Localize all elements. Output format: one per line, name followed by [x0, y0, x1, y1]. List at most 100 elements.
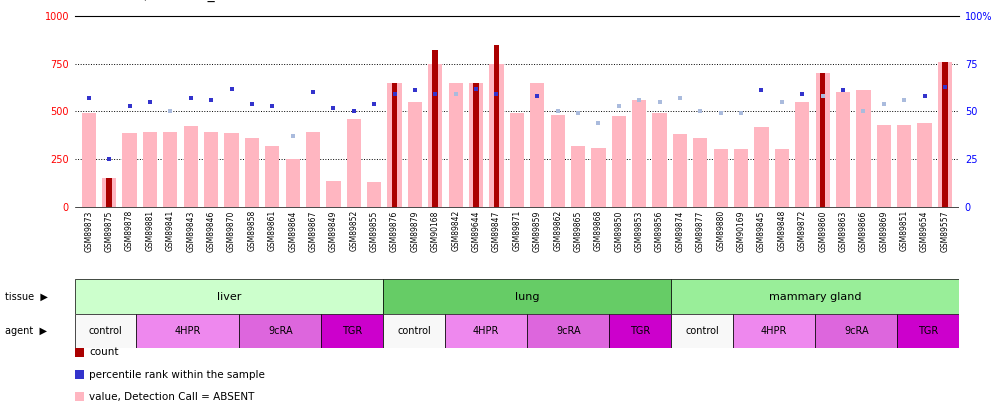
- Text: GSM89868: GSM89868: [594, 210, 603, 252]
- Bar: [102, 178, 116, 207]
- Text: control: control: [685, 326, 719, 336]
- Text: GSM89881: GSM89881: [145, 210, 154, 252]
- Text: GSM89852: GSM89852: [349, 210, 358, 252]
- Bar: [306, 132, 320, 207]
- Text: GSM89877: GSM89877: [696, 210, 705, 252]
- Bar: [527, 314, 609, 348]
- Text: GSM89860: GSM89860: [818, 210, 827, 252]
- Text: GSM89841: GSM89841: [166, 210, 175, 252]
- Bar: [733, 314, 815, 348]
- Bar: [856, 90, 871, 207]
- Text: control: control: [398, 326, 430, 336]
- Bar: [82, 113, 96, 207]
- Text: GSM89859: GSM89859: [533, 210, 542, 252]
- Bar: [245, 138, 259, 207]
- Text: liver: liver: [217, 292, 241, 302]
- Text: GSM89861: GSM89861: [267, 210, 276, 252]
- Text: 9cRA: 9cRA: [844, 326, 869, 336]
- Text: GSM89871: GSM89871: [512, 210, 522, 252]
- Bar: [265, 146, 279, 207]
- Text: GSM89880: GSM89880: [717, 210, 726, 252]
- Text: agent  ▶: agent ▶: [5, 326, 47, 336]
- Bar: [652, 113, 667, 207]
- Bar: [122, 133, 137, 207]
- Text: GSM89851: GSM89851: [900, 210, 909, 252]
- Bar: [611, 116, 626, 207]
- Bar: [75, 314, 136, 348]
- Text: GSM89843: GSM89843: [186, 210, 195, 252]
- Text: GSM89874: GSM89874: [676, 210, 685, 252]
- Bar: [347, 119, 361, 207]
- Bar: [392, 83, 398, 207]
- Text: TGR: TGR: [630, 326, 650, 336]
- Text: GSM89845: GSM89845: [757, 210, 766, 252]
- Bar: [445, 314, 527, 348]
- Bar: [530, 83, 545, 207]
- Text: 9cRA: 9cRA: [268, 326, 292, 336]
- Text: GSM89557: GSM89557: [940, 210, 949, 252]
- Bar: [609, 314, 671, 348]
- Bar: [815, 314, 898, 348]
- Bar: [510, 113, 524, 207]
- Bar: [632, 100, 646, 207]
- Text: GSM89850: GSM89850: [614, 210, 623, 252]
- Bar: [469, 83, 483, 207]
- Bar: [489, 64, 504, 207]
- Bar: [106, 178, 112, 207]
- Bar: [897, 125, 911, 207]
- Bar: [204, 132, 219, 207]
- Text: GSM90169: GSM90169: [737, 210, 746, 252]
- Text: GSM89872: GSM89872: [798, 210, 807, 252]
- Text: GSM89869: GSM89869: [880, 210, 889, 252]
- Bar: [321, 314, 383, 348]
- Text: mammary gland: mammary gland: [769, 292, 862, 302]
- Bar: [240, 314, 321, 348]
- Text: GSM90168: GSM90168: [430, 210, 439, 252]
- Bar: [383, 314, 445, 348]
- Bar: [448, 83, 463, 207]
- Bar: [326, 181, 341, 207]
- Text: TGR: TGR: [918, 326, 938, 336]
- Text: GSM89876: GSM89876: [390, 210, 399, 252]
- Bar: [473, 83, 479, 207]
- Text: GSM89855: GSM89855: [370, 210, 379, 252]
- Bar: [673, 134, 687, 207]
- Text: GSM89849: GSM89849: [329, 210, 338, 252]
- Text: count: count: [89, 347, 119, 357]
- Bar: [671, 314, 733, 348]
- Bar: [937, 62, 952, 207]
- Bar: [795, 102, 809, 207]
- Bar: [693, 138, 708, 207]
- Bar: [432, 51, 438, 207]
- Text: GSM89644: GSM89644: [471, 210, 481, 252]
- Bar: [367, 182, 382, 207]
- Bar: [942, 62, 948, 207]
- Bar: [671, 279, 959, 314]
- Text: GSM89856: GSM89856: [655, 210, 664, 252]
- Bar: [225, 133, 239, 207]
- Bar: [143, 132, 157, 207]
- Text: percentile rank within the sample: percentile rank within the sample: [89, 370, 265, 379]
- Text: GSM89879: GSM89879: [411, 210, 419, 252]
- Text: GSM89864: GSM89864: [288, 210, 297, 252]
- Text: GSM89866: GSM89866: [859, 210, 868, 252]
- Text: GSM89870: GSM89870: [227, 210, 236, 252]
- Bar: [714, 149, 728, 207]
- Text: GSM89865: GSM89865: [574, 210, 582, 252]
- Text: lung: lung: [515, 292, 540, 302]
- Text: 9cRA: 9cRA: [556, 326, 580, 336]
- Bar: [184, 126, 198, 207]
- Bar: [815, 73, 830, 207]
- Bar: [836, 92, 850, 207]
- Text: GSM89873: GSM89873: [84, 210, 93, 252]
- Bar: [734, 149, 748, 207]
- Text: GSM89842: GSM89842: [451, 210, 460, 252]
- Bar: [494, 45, 499, 207]
- Text: GSM89847: GSM89847: [492, 210, 501, 252]
- Text: 4HPR: 4HPR: [175, 326, 201, 336]
- Text: GDS2385 / U32575_at: GDS2385 / U32575_at: [75, 0, 229, 2]
- Text: GSM89853: GSM89853: [635, 210, 644, 252]
- Text: GSM89875: GSM89875: [104, 210, 113, 252]
- Text: control: control: [88, 326, 122, 336]
- Bar: [754, 127, 768, 207]
